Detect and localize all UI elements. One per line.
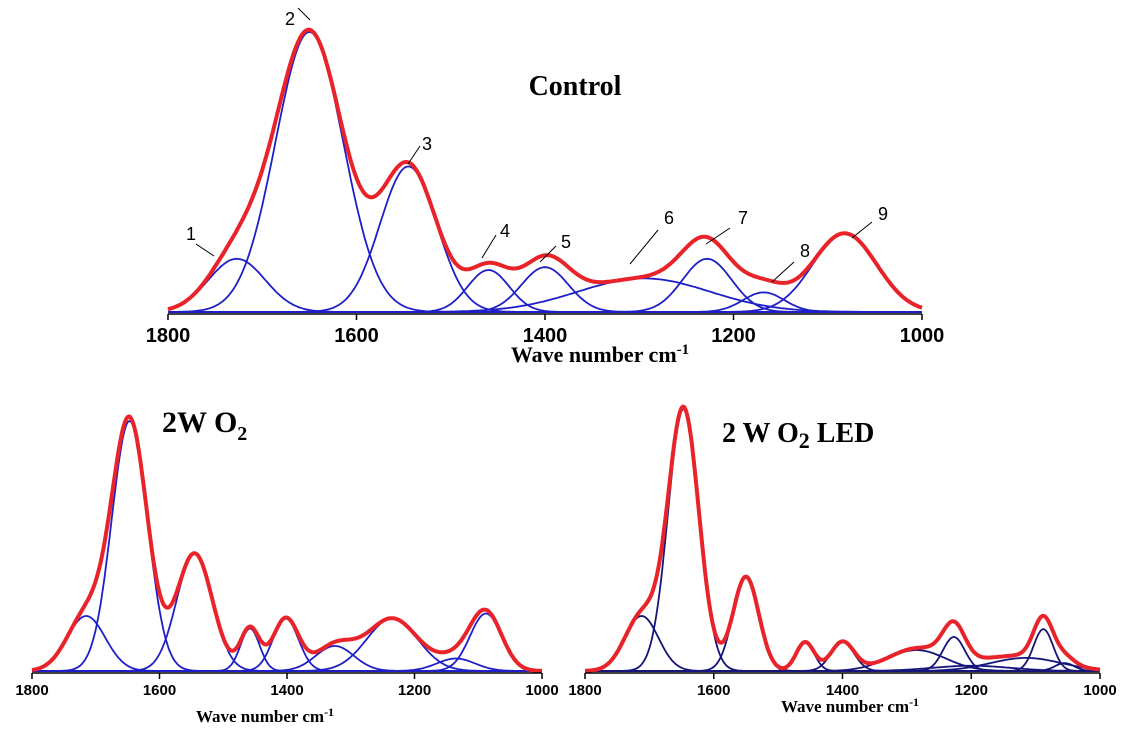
- component-peak-2w-o2-led-1: [585, 615, 1100, 672]
- x-axis-unit-sup: -1: [677, 342, 690, 358]
- x-tick-label-control-1600: 1600: [334, 325, 379, 347]
- peak-arrow-1: [195, 243, 215, 257]
- x-tick-label-2w-o2-led-1000: 1000: [1083, 682, 1116, 699]
- x-tick-label-2w-o2-led-1600: 1600: [697, 682, 730, 699]
- x-tick-label-control-1400: 1400: [523, 325, 568, 347]
- x-tick-label-2w-o2-1400: 1400: [270, 682, 303, 699]
- x-tick-label-2w-o2-1000: 1000: [525, 682, 558, 699]
- ticks-2w-o2: 1800 1600 1400 1200 1000: [15, 673, 559, 699]
- peak-arrow-2: [297, 7, 311, 21]
- peak-label-6: 6: [664, 208, 674, 228]
- panel-title-2w-o2-led: 2 W O2 LED: [722, 418, 874, 453]
- peak-arrow-3: [407, 145, 421, 165]
- panel-title-control: Control: [529, 71, 622, 102]
- component-peak-control-5: [168, 266, 922, 313]
- peak-arrow-4: [481, 234, 497, 259]
- ticks-2w-o2-led: 1800 1600 1400 1200 1000: [568, 673, 1117, 699]
- component-peak-2w-o2-led-11: [585, 662, 1100, 672]
- peak-label-5: 5: [561, 232, 571, 252]
- components-control: [167, 31, 923, 313]
- peak-arrow-9: [851, 221, 873, 239]
- components-2w-o2: [31, 420, 543, 672]
- x-tick-label-2w-o2-led-1400: 1400: [826, 682, 859, 699]
- x-axis-unit-sup: -1: [324, 705, 334, 719]
- x-tick-label-control-1800: 1800: [146, 325, 191, 347]
- component-peak-2w-o2-1: [31, 615, 542, 672]
- x-axis-label-control: Wave number cm-1: [511, 342, 689, 367]
- panel-2w-o2: 1800 1600 1400 1200 1000 Wave number cm-1 2W…: [15, 406, 558, 726]
- panel-2w-o2-led: 1800 1600 1400 1200 1000 Wave number cm-1 2 …: [568, 404, 1117, 716]
- x-tick-label-2w-o2-1800: 1800: [15, 682, 48, 699]
- peak-arrow-5: [539, 245, 557, 263]
- ticks-control: 1800 1600 1400 1200 1000: [146, 314, 945, 347]
- title-subscript: 2: [799, 428, 810, 453]
- component-peak-control-3: [168, 165, 922, 313]
- peak-arrow-7: [705, 227, 731, 245]
- x-tick-label-control-1200: 1200: [711, 325, 756, 347]
- peak-label-1: 1: [186, 224, 196, 244]
- x-tick-label-2w-o2-led-1200: 1200: [955, 682, 988, 699]
- component-peak-2w-o2-led-3: [585, 575, 1100, 672]
- x-axis-label-2w-o2-led: Wave number cm-1: [781, 695, 919, 716]
- component-peak-2w-o2-3: [32, 552, 542, 672]
- component-peak-control-9: [168, 232, 923, 313]
- peak-label-4: 4: [500, 221, 510, 241]
- panel-control: 1800 1600 1400 1200 1000 Wave number cm-1 Co…: [146, 7, 945, 367]
- x-axis-label-2w-o2: Wave number cm-1: [196, 705, 334, 726]
- component-peak-2w-o2-6: [32, 645, 542, 672]
- x-tick-label-control-1000: 1000: [900, 325, 945, 347]
- peak-annotations: 1 2 3 4 5 6 7 8 9: [186, 7, 888, 283]
- title-subscript: 2: [237, 423, 247, 445]
- peak-arrow-8: [771, 261, 795, 283]
- x-tick-label-2w-o2-1200: 1200: [398, 682, 431, 699]
- envelope-2w-o2: [31, 414, 543, 673]
- x-tick-label-2w-o2-1600: 1600: [143, 682, 176, 699]
- envelope-2w-o2-led: [585, 404, 1101, 673]
- peak-label-7: 7: [738, 208, 748, 228]
- peak-label-2: 2: [285, 9, 295, 29]
- envelope-control: [167, 27, 923, 312]
- x-tick-label-2w-o2-led-1800: 1800: [568, 682, 601, 699]
- panel-title-2w-o2: 2W O2: [162, 406, 247, 445]
- component-peak-2w-o2-9: [32, 657, 542, 672]
- peak-arrow-6: [629, 229, 659, 265]
- peak-label-3: 3: [422, 134, 432, 154]
- x-axis-unit-sup: -1: [909, 695, 919, 709]
- component-peak-control-4: [168, 269, 922, 313]
- peak-label-9: 9: [878, 204, 888, 224]
- peak-label-8: 8: [800, 241, 810, 261]
